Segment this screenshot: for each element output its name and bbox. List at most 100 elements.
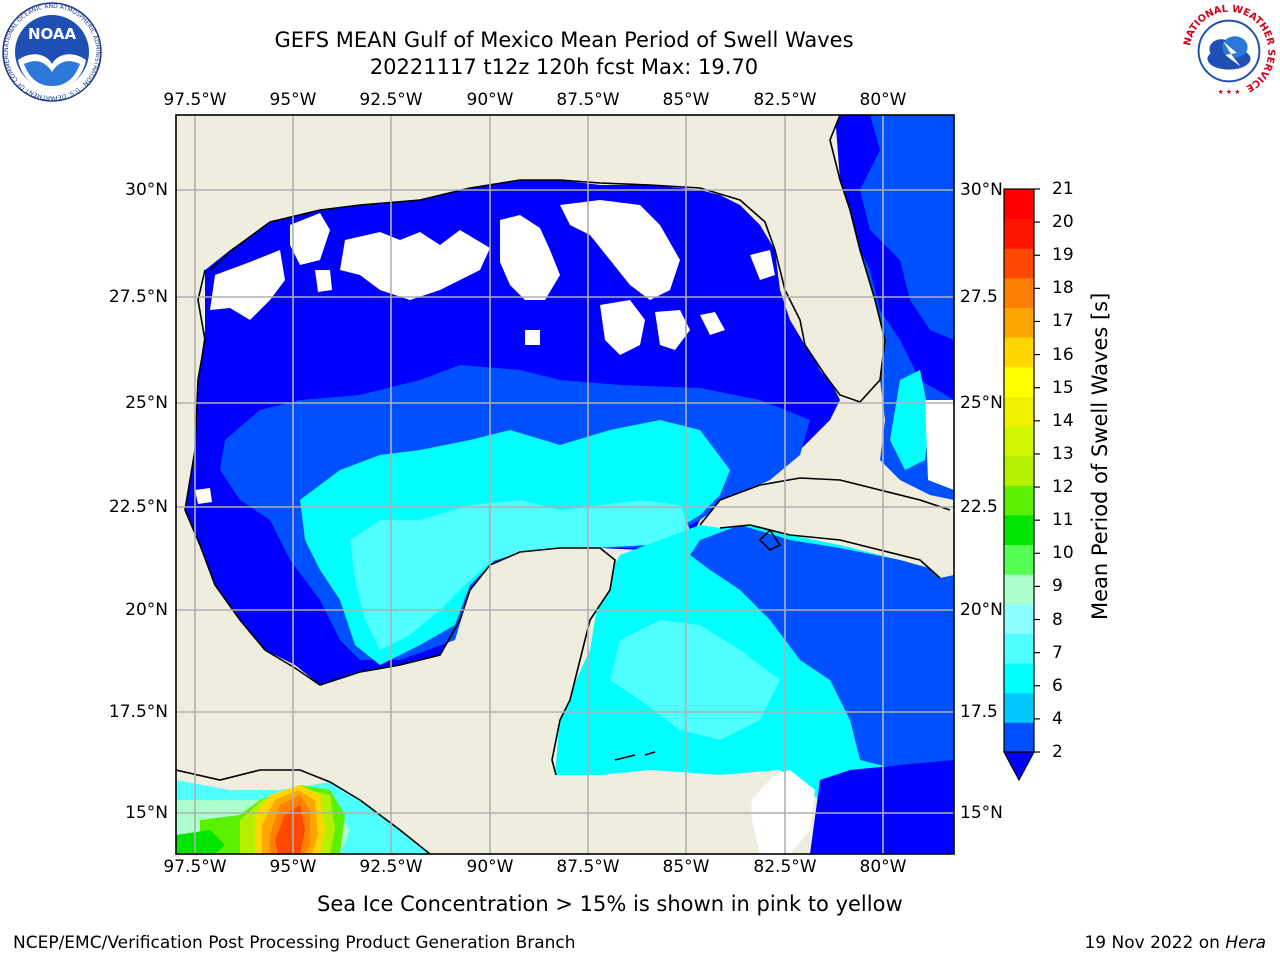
- atlantic-swell-cyan: [890, 370, 930, 470]
- lon-tick-top: 95°W: [269, 90, 317, 110]
- lon-tick-bottom: 92.5°W: [359, 857, 423, 877]
- lon-tick-bottom: 80°W: [859, 857, 907, 877]
- cuba-land: [700, 478, 954, 578]
- lon-tick-bottom: 87.5°W: [556, 857, 620, 877]
- colorbar-segment: [1004, 426, 1034, 457]
- lat-tick-right: 30°N: [960, 180, 1003, 200]
- florida-land: [720, 115, 885, 400]
- colorbar-tick-label: 8: [1052, 609, 1063, 630]
- colorbar-label: Mean Period of Swell Waves [s]: [1088, 292, 1112, 620]
- lon-tick-bottom: 82.5°W: [753, 857, 817, 877]
- colorbar-tick-label: 4: [1052, 708, 1063, 729]
- colorbar-segment: [1004, 455, 1034, 486]
- lat-tick-right: 20°N: [960, 600, 1003, 620]
- lon-tick-top: 80°W: [859, 90, 907, 110]
- colorbar-tick-label: 21: [1052, 179, 1074, 199]
- footer-credit: NCEP/EMC/Verification Post Processing Pr…: [13, 933, 576, 953]
- lat-tick-right: 22.5: [960, 497, 998, 517]
- colorbar-tick-label: 6: [1052, 675, 1063, 696]
- lon-tick-top: 92.5°W: [359, 90, 423, 110]
- caribbean-no-data: [750, 770, 815, 854]
- graticule: [176, 115, 954, 854]
- colorbar-tick-label: 17: [1052, 311, 1074, 332]
- caribbean-swell-blue: [690, 525, 954, 770]
- colorbar-tick-label: 15: [1052, 377, 1074, 398]
- colorbar-tick-label: 11: [1052, 510, 1074, 531]
- pacific-swell-field: [176, 780, 430, 854]
- colorbar-segment: [1004, 277, 1034, 309]
- noaa-logo: NATIONAL OCEANIC AND ATMOSPHERIC ADMINIS…: [2, 2, 102, 102]
- chart-title: GEFS MEAN Gulf of Mexico Mean Period of …: [274, 28, 854, 52]
- caribbean-light-cyan: [610, 620, 780, 740]
- colorbar-segment: [1004, 692, 1034, 723]
- lon-tick-bottom: 95°W: [269, 857, 317, 877]
- caribbean-swell-deep-blue: [810, 760, 954, 854]
- colorbar: [1002, 188, 1040, 782]
- lat-tick-right: 27.5: [960, 287, 998, 307]
- mexico-west-land: [176, 115, 720, 854]
- lat-tick-left: 20°N: [125, 600, 168, 620]
- colorbar-tick-label: 14: [1052, 410, 1074, 431]
- colorbar-segment: [1004, 307, 1034, 338]
- colorbar-segment: [1004, 663, 1034, 694]
- colorbar-tick-label: 10: [1052, 543, 1074, 564]
- coastlines: [176, 115, 951, 854]
- colorbar-tick-label: 13: [1052, 443, 1074, 464]
- colorbar-segment: [1004, 366, 1034, 397]
- lon-tick-top: 87.5°W: [556, 90, 620, 110]
- colorbar-segment: [1004, 633, 1034, 664]
- lon-tick-bottom: 85°W: [662, 857, 710, 877]
- colorbar-segment: [1004, 603, 1034, 634]
- colorbar-tick-label: 9: [1052, 576, 1063, 597]
- colorbar-segment: [1004, 396, 1034, 427]
- lat-tick-left: 27.5°N: [108, 287, 168, 307]
- colorbar-tick-label: 2: [1052, 742, 1063, 762]
- colorbar-segment: [1004, 514, 1034, 546]
- lon-tick-top: 82.5°W: [753, 90, 817, 110]
- colorbar-tick-label: 7: [1052, 642, 1063, 663]
- lat-tick-left: 25°N: [125, 393, 168, 413]
- lon-tick-top: 85°W: [662, 90, 710, 110]
- colorbar-tick-label: 20: [1052, 212, 1074, 233]
- colorbar-segment: [1004, 722, 1034, 753]
- map-plot-area: [176, 115, 954, 854]
- lat-tick-left: 22.5°N: [108, 497, 168, 517]
- footer-date: 19 Nov 2022 on Hera: [1084, 933, 1266, 953]
- atlantic-no-data: [925, 400, 954, 490]
- colorbar-tick-label: 12: [1052, 477, 1074, 498]
- lat-tick-left: 30°N: [125, 180, 168, 200]
- colorbar-segment: [1004, 544, 1034, 575]
- lon-tick-bottom: 90°W: [466, 857, 514, 877]
- map-frame: [175, 114, 955, 855]
- colorbar-frame: [1003, 188, 1035, 753]
- colorbar-segment: [1004, 337, 1034, 368]
- yucatan-land: [176, 548, 780, 854]
- sea-ice-caption: Sea Ice Concentration > 15% is shown in …: [317, 892, 903, 916]
- colorbar-tick-label: 19: [1052, 245, 1074, 266]
- footer-date-text: 19 Nov 2022 on: [1084, 933, 1226, 953]
- lat-tick-left: 17.5°N: [108, 702, 168, 722]
- colorbar-segment: [1004, 485, 1034, 516]
- lat-tick-right: 25°N: [960, 393, 1003, 413]
- colorbar-tick-label: 16: [1052, 344, 1074, 365]
- lat-tick-left: 15°N: [125, 803, 168, 823]
- lat-tick-right: 17.5: [960, 702, 998, 722]
- lon-tick-top: 97.5°W: [163, 90, 227, 110]
- no-data-patches: [195, 200, 775, 504]
- lon-tick-bottom: 97.5°W: [163, 857, 227, 877]
- nws-logo: NATIONAL WEATHER SERVICE ★ ★ ★: [1180, 2, 1278, 100]
- colorbar-segment: [1004, 574, 1034, 605]
- gulf-swell-light-cyan: [350, 500, 690, 650]
- colorbar-segment: [1004, 189, 1034, 220]
- atlantic-swell-deep-blue: [835, 115, 954, 400]
- colorbar-segment: [1004, 218, 1034, 249]
- noaa-wordmark: NOAA: [28, 25, 77, 43]
- chart-subtitle: 20221117 t12z 120h fcst Max: 19.70: [369, 55, 759, 79]
- colorbar-extend-triangle: [1002, 751, 1036, 782]
- lat-tick-right: 15°N: [960, 803, 1003, 823]
- colorbar-segment: [1004, 248, 1034, 279]
- lon-tick-top: 90°W: [466, 90, 514, 110]
- svg-text:★ ★ ★: ★ ★ ★: [1218, 88, 1241, 96]
- colorbar-tick-label: 18: [1052, 278, 1074, 299]
